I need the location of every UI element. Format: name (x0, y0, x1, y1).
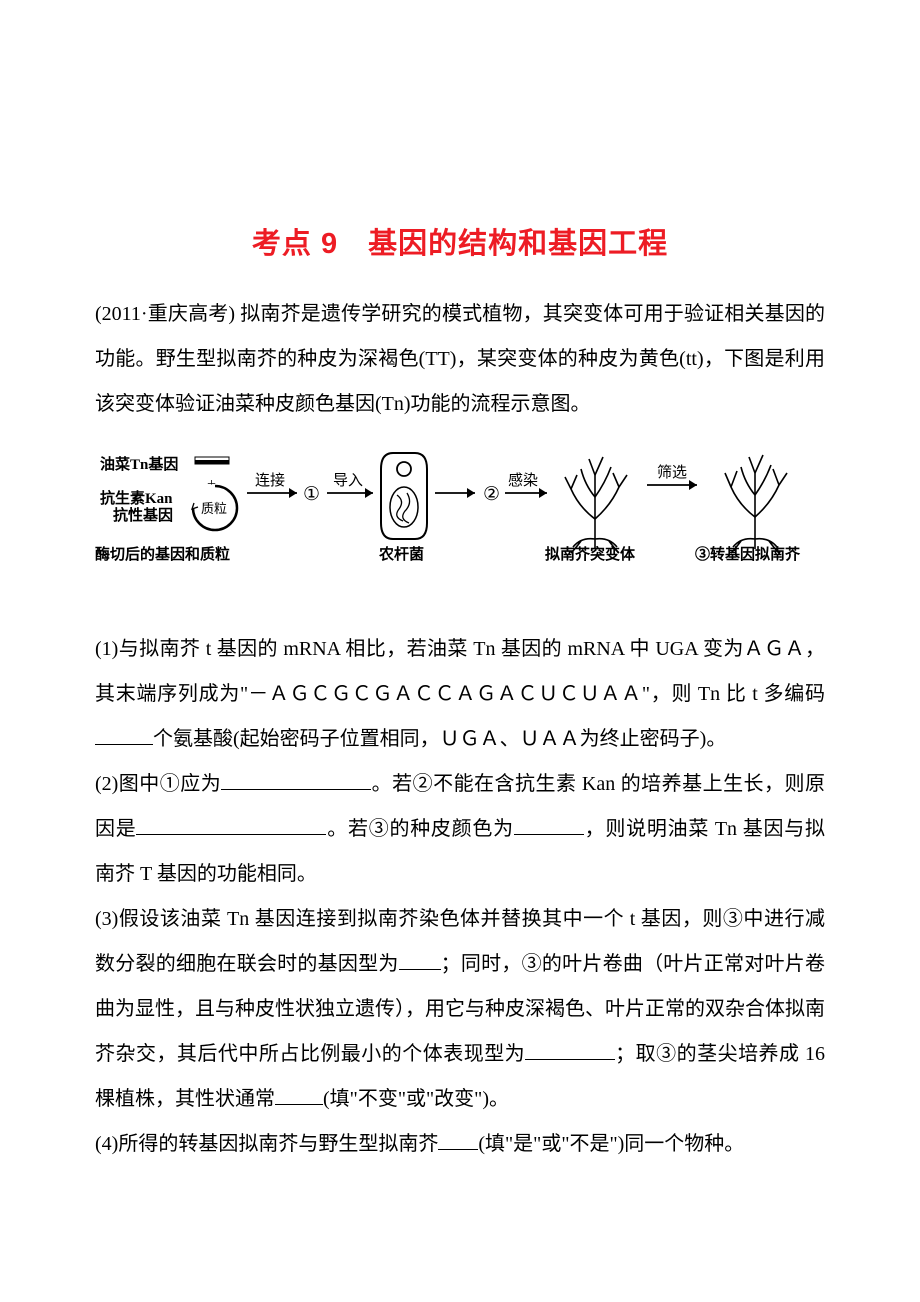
blank-3a (399, 950, 441, 970)
bottom-label-3: 拟南芥突变体 (545, 545, 636, 563)
q2-part-c: 。若③的种皮颜色为 (326, 818, 513, 840)
bottom-label-2: 农杆菌 (378, 545, 424, 563)
circle-2: ② (483, 484, 500, 505)
label-kan-1: 抗生素Kan (100, 489, 173, 507)
page-title: 考点 9 基因的结构和基因工程 (95, 220, 825, 262)
bottom-label-4: ③转基因拟南芥 (695, 545, 801, 563)
q4-part-b: (填"是"或"不是")同一个物种。 (478, 1133, 744, 1155)
arrow4-label: 筛选 (657, 464, 687, 481)
question-3: (3)假设该油菜 Tn 基因连接到拟南芥染色体并替换其中一个 t 基因，则③中进… (95, 897, 825, 1122)
blank-2a (221, 770, 371, 790)
flow-diagram: 油菜Tn基因 + 抗生素Kan 抗性基因 质粒 酶切后的基因和质粒 连接 ① 导… (95, 445, 825, 605)
question-4: (4)所得的转基因拟南芥与野生型拟南芥 (填"是"或"不是")同一个物种。 (95, 1122, 825, 1167)
label-kan-2: 抗性基因 (113, 506, 173, 524)
blank-2c (514, 815, 584, 835)
plasmid-label: 质粒 (201, 501, 227, 516)
question-1: (1)与拟南芥 t 基因的 mRNA 相比，若油菜 Tn 基因的 mRNA 中 … (95, 627, 825, 762)
blank-3b (525, 1040, 615, 1060)
circle-1: ① (303, 484, 320, 505)
blank-4 (438, 1130, 478, 1150)
arrow3-label: 感染 (508, 472, 538, 489)
arrow2-label: 导入 (333, 473, 363, 489)
intro-paragraph: (2011·重庆高考) 拟南芥是遗传学研究的模式植物，其突变体可用于验证相关基因… (95, 292, 825, 427)
q4-part-a: (4)所得的转基因拟南芥与野生型拟南芥 (95, 1133, 438, 1155)
q2-part-a: (2)图中①应为 (95, 773, 221, 795)
plant-mutant (565, 457, 627, 553)
blank-2b (136, 815, 326, 835)
q3-part-d: (填"不变"或"改变")。 (323, 1088, 509, 1110)
plant-transgenic (725, 455, 787, 553)
blank-1 (95, 725, 153, 745)
q1-part-b: 个氨基酸(起始密码子位置相同，ＵＧＡ、ＵＡＡ为终止密码子)。 (153, 728, 726, 750)
q1-part-a: (1)与拟南芥 t 基因的 mRNA 相比，若油菜 Tn 基因的 mRNA 中 … (95, 638, 825, 705)
blank-3c (275, 1085, 323, 1105)
label-tn-gene: 油菜Tn基因 (100, 455, 178, 473)
question-2: (2)图中①应为。若②不能在含抗生素 Kan 的培养基上生长，则原因是。若③的种… (95, 762, 825, 897)
arrow1-label: 连接 (255, 472, 285, 489)
bottom-label-1: 酶切后的基因和质粒 (95, 545, 230, 563)
